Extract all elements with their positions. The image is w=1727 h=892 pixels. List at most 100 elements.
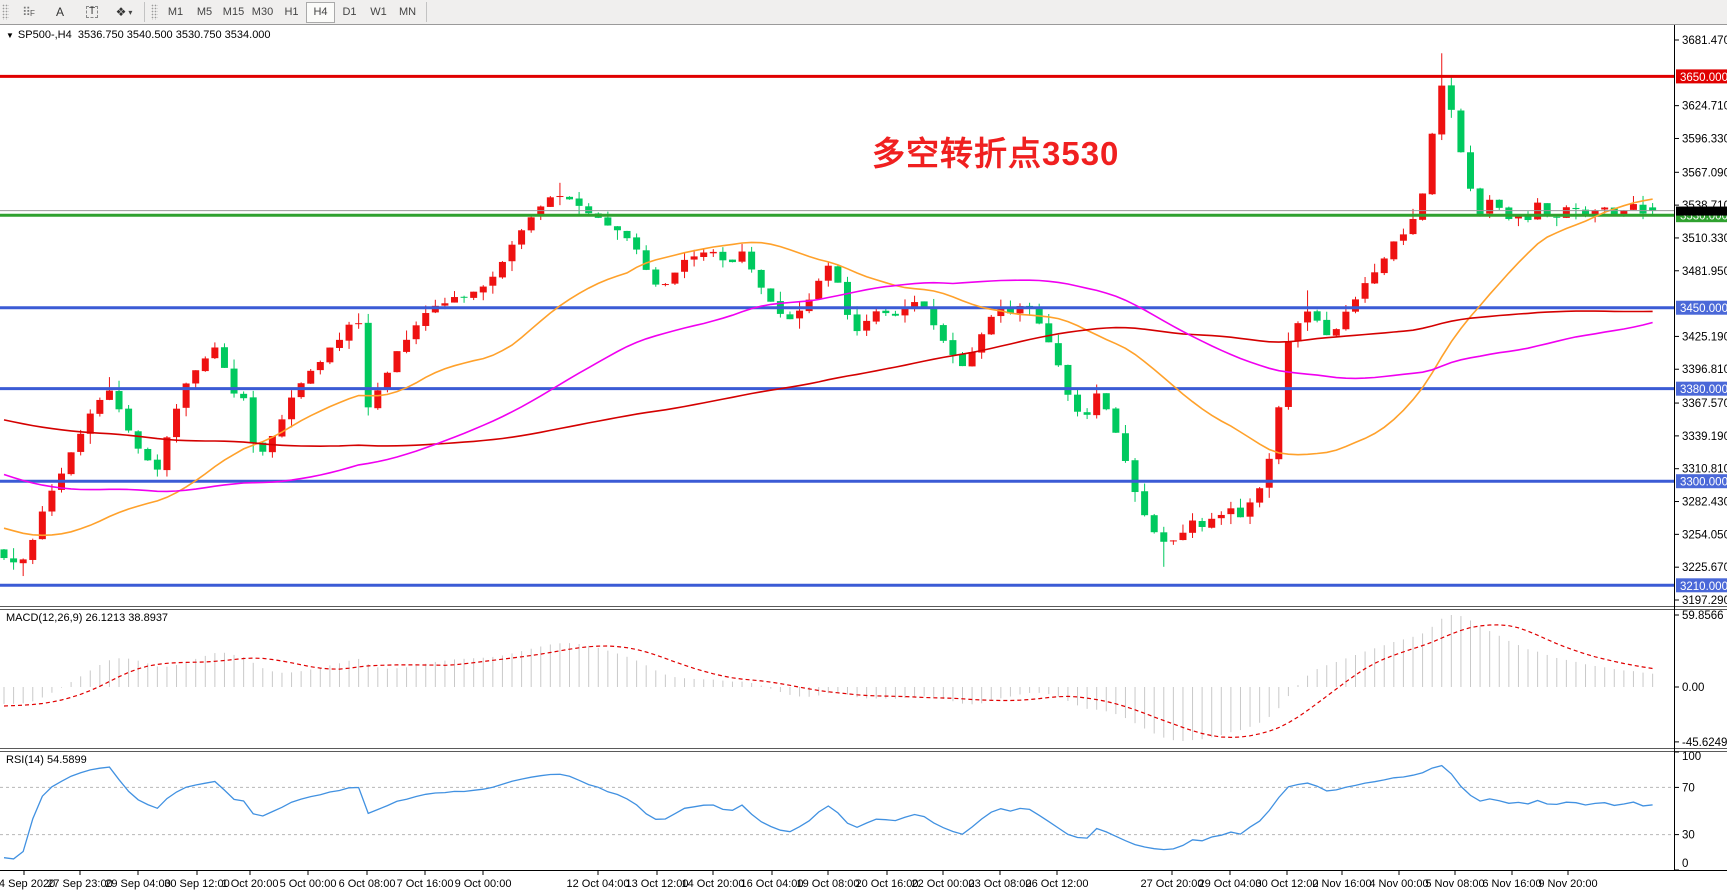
candle-body — [537, 206, 545, 217]
candle-body — [115, 391, 123, 410]
candle-body — [1390, 241, 1398, 260]
date-label: 24 Sep 2020 — [0, 878, 55, 890]
date-label: 26 Oct 12:00 — [1026, 878, 1089, 890]
candle-body — [1438, 85, 1446, 135]
timeframe-m30-button[interactable]: M30 — [251, 6, 274, 18]
candle-body — [556, 196, 564, 198]
timeframe-d1-button[interactable]: D1 — [342, 6, 357, 18]
ohlc-values: 3536.750 3540.500 3530.750 3534.000 — [77, 29, 271, 41]
candle-body — [748, 251, 756, 270]
candle-body — [1093, 393, 1101, 416]
rsi-indicator-label: RSI(14) 54.5899 — [6, 754, 87, 766]
chevron-down-icon: ▾ — [128, 7, 133, 17]
candle-body — [134, 431, 142, 449]
candle-body — [566, 196, 574, 200]
candle-body — [1361, 283, 1369, 299]
candle-body — [652, 269, 660, 285]
timeframe-m5-button[interactable]: M5 — [196, 6, 213, 18]
date-label: 4 Nov 00:00 — [1369, 878, 1428, 890]
candle-body — [920, 301, 928, 308]
candle-body — [1399, 234, 1407, 241]
candle-body — [153, 459, 161, 470]
candle-body — [642, 250, 650, 270]
timeframe-m1-button[interactable]: M1 — [167, 6, 184, 18]
candle-body — [681, 259, 689, 272]
candle-body — [1476, 188, 1484, 215]
price-tick-label: 3282.430 — [1682, 497, 1727, 509]
candle-body — [29, 539, 37, 560]
candle-body — [1150, 515, 1158, 533]
candle-body — [796, 310, 804, 319]
candle-body — [872, 311, 880, 322]
candle-body — [1189, 520, 1197, 533]
candle-body — [307, 370, 315, 384]
text-label-icon[interactable]: T — [76, 1, 108, 23]
candle-body — [383, 372, 391, 390]
price-tick-label: 3367.570 — [1682, 398, 1727, 410]
macd-layer — [3, 614, 1654, 741]
candle-body — [1102, 393, 1110, 410]
price-tick-label: 3481.950 — [1682, 266, 1727, 278]
candle-body — [441, 303, 449, 306]
ma-fast-line — [3, 198, 1653, 537]
price-tick-label: 3624.710 — [1682, 101, 1727, 113]
candle-body — [901, 308, 909, 316]
candle-body — [834, 266, 842, 283]
candle-body — [10, 558, 18, 563]
candle-body — [1284, 341, 1292, 407]
candle-body — [1342, 311, 1350, 330]
candle-body — [1572, 207, 1580, 210]
candle-body — [843, 281, 851, 315]
candle-body — [259, 442, 267, 452]
candle-body — [690, 256, 698, 260]
rsi-axis-label: 0 — [1682, 858, 1688, 870]
date-label: 20 Oct 16:00 — [856, 878, 919, 890]
timeframe-w1-button[interactable]: W1 — [370, 6, 387, 18]
price-tick-label: 3681.470 — [1682, 35, 1727, 47]
chart-text-annotation[interactable]: 多空转折点3530 — [872, 135, 1120, 172]
timeframe-h4-button[interactable]: H4 — [306, 1, 335, 23]
candle-body — [1495, 199, 1503, 208]
level-price-badge-label: 3650.000 — [1680, 72, 1727, 84]
candle-body — [182, 383, 190, 408]
timeframe-mn-button[interactable]: MN — [398, 6, 417, 18]
candles-layer — [0, 53, 1657, 577]
candle-body — [1198, 521, 1206, 527]
candle-body — [412, 325, 420, 340]
candle-body — [1054, 343, 1062, 366]
candle-body — [1179, 532, 1187, 541]
candle-body — [288, 397, 296, 420]
text-annotation-icon[interactable]: A — [55, 5, 64, 19]
candle-body — [1313, 311, 1321, 321]
timeframe-h1-button[interactable]: H1 — [284, 6, 299, 18]
price-tick-label: 3567.090 — [1682, 167, 1727, 179]
symbol-period-label: SP500-,H4 — [17, 29, 72, 41]
level-price-badge-label: 3300.000 — [1680, 477, 1727, 489]
candle-body — [1256, 488, 1264, 503]
toolbar-drag-handle[interactable] — [2, 4, 9, 20]
candle-body — [1553, 216, 1561, 218]
date-label: 14 Oct 20:00 — [682, 878, 745, 890]
level-lines-layer — [0, 74, 1674, 587]
candle-body — [949, 340, 957, 356]
chart-grid-f-icon[interactable]: ⠿F — [22, 5, 35, 19]
candle-body — [125, 408, 133, 431]
timeframe-m15-button[interactable]: M15 — [222, 6, 245, 18]
candle-body — [1265, 458, 1273, 488]
rsi-line — [3, 764, 1653, 860]
drawing-tools-icon[interactable]: ❖ ▾ — [115, 5, 133, 19]
symbol-dropdown-caret[interactable]: ▼ — [6, 31, 14, 40]
candle-body — [1227, 508, 1235, 515]
candle-body — [1610, 207, 1618, 215]
candle-body — [671, 272, 679, 284]
candle-body — [220, 347, 228, 368]
candle-body — [1323, 319, 1331, 336]
date-label: 1 Oct 20:00 — [222, 878, 279, 890]
date-label: 7 Oct 16:00 — [397, 878, 454, 890]
candle-body — [815, 280, 823, 300]
date-label: 23 Oct 08:00 — [969, 878, 1032, 890]
candle-body — [882, 310, 890, 314]
toolbar-drag-handle[interactable] — [151, 4, 158, 20]
